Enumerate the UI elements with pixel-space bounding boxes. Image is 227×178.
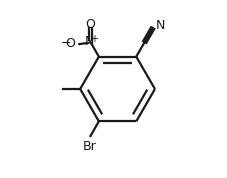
Text: Br: Br [82, 140, 96, 153]
Text: N: N [155, 19, 164, 32]
Text: O: O [85, 18, 95, 31]
Text: −: − [60, 37, 71, 50]
Text: O: O [65, 37, 75, 50]
Text: +: + [90, 34, 98, 44]
Text: N: N [84, 35, 94, 48]
